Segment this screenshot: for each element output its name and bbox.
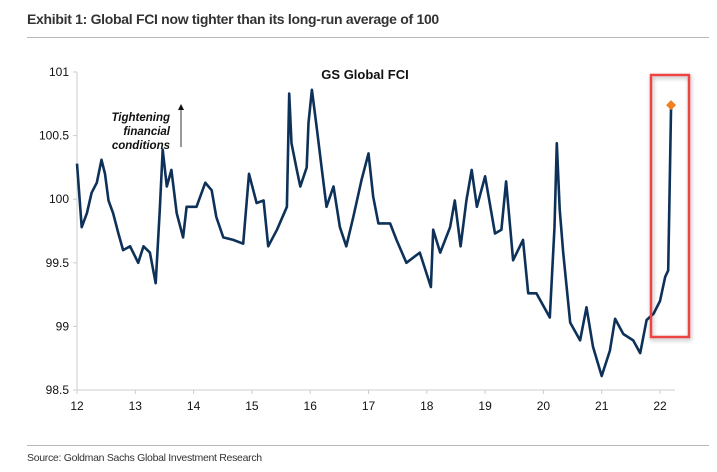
x-tick-label: 18 [420,399,434,413]
x-tick-label: 13 [129,399,143,413]
annotation-line-2: financial [123,126,170,138]
axes [73,71,675,394]
y-tick-label: 99.5 [46,256,70,270]
x-tick-label: 17 [362,399,376,413]
exhibit-title: Exhibit 1: Global FCI now tighter than i… [27,11,439,27]
annotation-line-1: Tightening [111,112,170,124]
x-tick-label: 16 [304,399,318,413]
x-tick-label: 15 [245,399,259,413]
fci-series-line [75,88,673,378]
y-tick-label: 100 [49,192,69,206]
y-tick-label: 98.5 [46,383,70,397]
x-tick-label: 12 [70,399,84,413]
y-tick-label: 101 [49,65,69,79]
top-rule [27,37,709,38]
x-tick-label: 22 [653,399,667,413]
y-tick-label: 100.5 [39,129,69,143]
x-tick-label: 19 [478,399,492,413]
highlight-box [649,73,691,339]
annotation-line-3: conditions [112,140,170,152]
tightening-annotation: Tightening financial conditions [111,104,184,152]
bottom-rule [27,445,709,446]
arrow-head-icon [178,104,184,110]
chart-title: GS Global FCI [321,67,408,82]
tick-labels: 98.5 99 99.5 100 100.5 101 12 13 14 15 16 17 18 19 20 2… [39,65,667,413]
x-tick-label: 20 [537,399,551,413]
y-tick-label: 99 [56,319,70,333]
x-tick-label: 21 [595,399,609,413]
source-note: Source: Goldman Sachs Global Investment … [27,452,262,464]
latest-point-marker [666,100,677,111]
x-tick-label: 14 [187,399,201,413]
